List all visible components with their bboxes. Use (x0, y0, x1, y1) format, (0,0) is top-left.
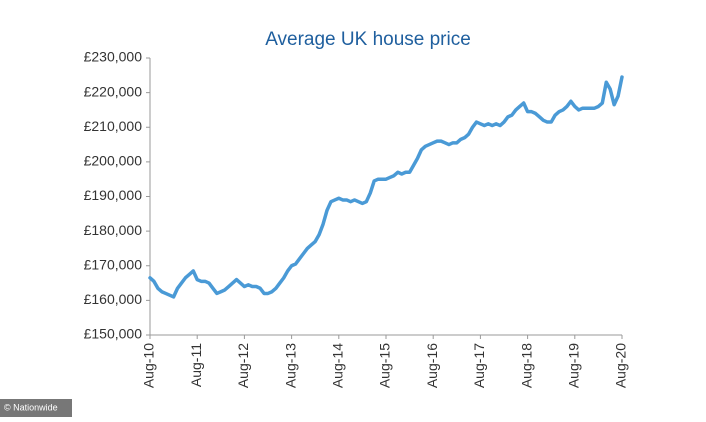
x-tick-label: Aug-10 (141, 343, 157, 388)
y-tick-label: £150,000 (84, 326, 143, 342)
x-tick-label: Aug-11 (188, 343, 204, 387)
y-tick-label: £180,000 (84, 222, 143, 238)
line (148, 75, 624, 299)
y-tick-label: £190,000 (84, 187, 143, 203)
x-tick-label: Aug-20 (613, 343, 629, 388)
y-tick-label: £220,000 (84, 83, 143, 99)
x-tick-label: Aug-18 (518, 343, 534, 388)
x-tick-label: Aug-16 (424, 343, 440, 388)
x-tick-label: Aug-19 (566, 343, 582, 388)
y-tick-label: £160,000 (84, 291, 143, 307)
chart-title: Average UK house price (265, 29, 471, 50)
x-tick-label: Aug-17 (471, 343, 487, 388)
y-tick-label: £210,000 (84, 118, 143, 134)
source-box (0, 399, 72, 417)
y-tick-label: £230,000 (84, 49, 143, 65)
y-tick-label: £200,000 (84, 153, 143, 169)
x-tick-label: Aug-12 (235, 343, 251, 388)
x-tick-label: Aug-13 (282, 343, 298, 388)
x-tick-label: Aug-15 (377, 343, 393, 388)
x-tick-label: Aug-14 (330, 343, 346, 388)
source: © Nationwide (4, 402, 58, 412)
y-tick-label: £170,000 (84, 256, 143, 272)
